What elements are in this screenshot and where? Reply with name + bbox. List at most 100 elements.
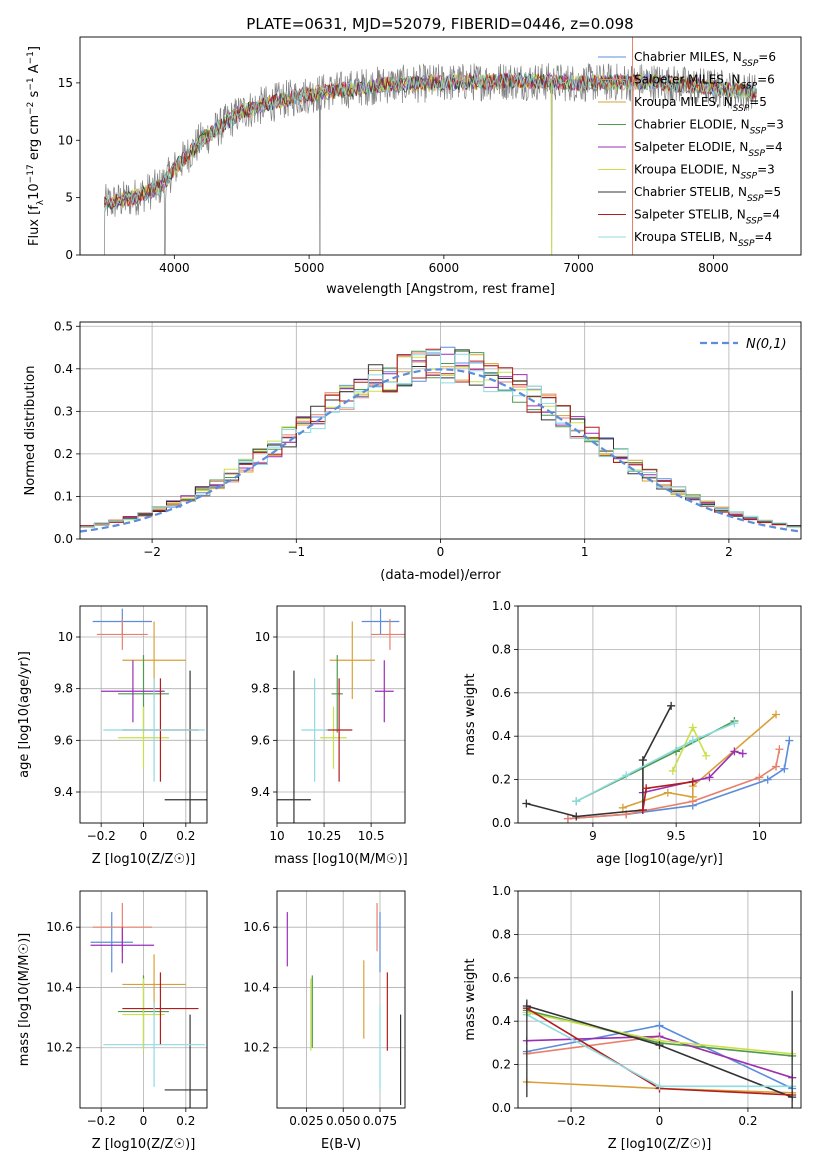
y-tick-label: 0.2 xyxy=(54,447,73,461)
y-axis-label: Normed distribution xyxy=(23,366,38,496)
legend-label: Salpeter MILES, NSSP=6 xyxy=(634,73,775,92)
mass-vs-ebv-panel: 0.025 0.050 0.075 10.2 10.4 10.6 E(B-V) xyxy=(243,890,406,1152)
histogram-panel: −2 −1 0 1 2 0.0 0.1 0.2 0.3 0.4 0.5 (data-model)/er… xyxy=(23,319,802,583)
x-tick-label: 4000 xyxy=(159,261,190,275)
y-tick-label: 0.8 xyxy=(492,642,511,656)
y-tick-label: 9.6 xyxy=(54,733,73,747)
legend-label: Kroupa ELODIE, NSSP=3 xyxy=(634,163,775,182)
figure-title: PLATE=0631, MJD=52079, FIBERID=0446, z=0… xyxy=(246,15,633,33)
x-axis-label: Z [log10(Z/Z☉)] xyxy=(608,1137,712,1152)
weight-series-line xyxy=(526,705,672,818)
y-tick-label: 0.4 xyxy=(492,1014,511,1028)
y-axis-label: mass [log10(M/M☉)] xyxy=(17,933,32,1066)
x-tick-label: 10 xyxy=(269,829,284,843)
weight-point-marker xyxy=(655,1021,664,1030)
x-tick-label: 9.5 xyxy=(667,829,686,843)
weight-point-marker xyxy=(730,719,739,728)
weight-point-marker xyxy=(638,805,647,814)
weight-point-marker xyxy=(780,764,789,773)
y-tick-label: 0.3 xyxy=(54,404,73,418)
x-tick-label: −1 xyxy=(287,545,305,559)
y-tick-label: 0.8 xyxy=(492,927,511,941)
y-tick-label: 10.6 xyxy=(46,920,73,934)
spectrum-legend: Chabrier MILES, NSSP=6 Salpeter MILES, NS… xyxy=(598,50,784,249)
y-tick-label: 10 xyxy=(58,133,73,147)
x-tick-label: 0.025 xyxy=(289,1114,323,1128)
x-tick-label: 8000 xyxy=(698,261,729,275)
age-vs-mass-panel: 10 10.25 10.5 9.4 9.6 9.8 10 mass [log10(M/M☉)] xyxy=(251,605,408,867)
legend-label: Salpeter STELIB, NSSP=4 xyxy=(634,208,780,227)
age-vs-Z-panel: −0.2 0 0.2 9.4 9.6 9.8 10 Z [log10(Z/Z☉)] age [l… xyxy=(17,605,208,867)
y-tick-label: 0.6 xyxy=(492,971,511,985)
errorbar-points xyxy=(277,608,405,823)
y-tick-label: 10.2 xyxy=(46,1041,73,1055)
errorbar-points xyxy=(286,903,402,1105)
x-tick-label: 0.2 xyxy=(176,1114,195,1128)
legend-label: N(0,1) xyxy=(746,337,787,352)
weight-series-line xyxy=(575,722,735,803)
x-tick-label: 0 xyxy=(140,829,148,843)
mass-vs-Z-panel: −0.2 0 0.2 10.2 10.4 10.6 Z [log10(Z/Z☉)] mass … xyxy=(17,890,208,1152)
axes-frame xyxy=(276,890,406,1109)
axes-frame xyxy=(79,890,208,1109)
histogram-step-line xyxy=(80,350,801,528)
weight-point-marker xyxy=(618,803,627,812)
weight-point-marker xyxy=(775,745,784,754)
x-axis-label: Z [log10(Z/Z☉)] xyxy=(92,1137,196,1152)
weight-point-marker xyxy=(638,756,647,765)
y-tick-label: 0.4 xyxy=(54,362,73,376)
axes-frame xyxy=(79,321,802,540)
x-axis-label: (data-model)/error xyxy=(380,568,501,583)
x-tick-label: −0.2 xyxy=(87,1114,116,1128)
weight-lines xyxy=(522,701,794,823)
y-tick-label: 10 xyxy=(255,630,270,644)
x-axis-label: E(B-V) xyxy=(321,1137,361,1152)
weight-point-marker xyxy=(668,766,677,775)
weight-series-line xyxy=(642,750,743,794)
legend-label: Chabrier MILES, NSSP=6 xyxy=(634,50,776,69)
weight-point-marker xyxy=(772,762,781,771)
normal-dist-curve xyxy=(80,368,801,533)
errorbar-points xyxy=(90,903,207,1108)
x-tick-label: 0 xyxy=(437,545,445,559)
y-tick-label: 0.5 xyxy=(54,319,73,333)
axes-frame xyxy=(79,605,208,824)
x-tick-label: 10.25 xyxy=(307,829,341,843)
x-tick-label: −2 xyxy=(143,545,161,559)
y-tick-label: 15 xyxy=(58,76,73,90)
weight-point-marker xyxy=(572,812,581,821)
y-tick-label: 10.6 xyxy=(243,920,270,934)
weight-point-marker xyxy=(755,773,764,782)
x-tick-label: 0.2 xyxy=(738,1114,757,1128)
x-tick-label: 0.050 xyxy=(326,1114,360,1128)
axes-frame xyxy=(517,890,802,1109)
spectrum-panel: 4000 5000 6000 7000 8000 0 5 10 15 wavelength [An… xyxy=(26,36,802,297)
weight-point-marker xyxy=(772,710,781,719)
legend-label: Salpeter ELODIE, NSSP=4 xyxy=(634,140,783,159)
weight-lines xyxy=(522,990,797,1108)
histogram-steps xyxy=(80,346,801,533)
weight-point-marker xyxy=(622,771,631,780)
x-tick-label: 5000 xyxy=(294,261,325,275)
legend-label: Chabrier ELODIE, NSSP=3 xyxy=(634,118,784,137)
y-tick-label: 9.4 xyxy=(251,785,270,799)
mass-weight-vs-age-panel: 9 9.5 10 0.0 0.2 0.4 0.6 0.8 1.0 age [log10(age/y… xyxy=(463,599,802,867)
legend-label: Chabrier STELIB, NSSP=5 xyxy=(634,185,781,204)
x-tick-label: 2 xyxy=(725,545,733,559)
weight-point-marker xyxy=(572,797,581,806)
x-tick-label: 10 xyxy=(752,829,767,843)
x-axis-label: wavelength [Angstrom, rest frame] xyxy=(326,282,555,297)
weight-point-marker xyxy=(688,792,697,801)
x-tick-label: 0.2 xyxy=(176,829,195,843)
weight-point-marker xyxy=(663,788,672,797)
y-tick-label: 10.4 xyxy=(46,980,73,994)
weight-point-marker xyxy=(688,723,697,732)
y-tick-label: 0.0 xyxy=(492,816,511,830)
x-tick-label: 0 xyxy=(140,1114,148,1128)
y-tick-label: 1.0 xyxy=(492,884,511,898)
x-tick-label: 1 xyxy=(581,545,589,559)
weight-point-marker xyxy=(667,701,676,710)
y-tick-label: 0.1 xyxy=(54,489,73,503)
weight-point-marker xyxy=(563,814,572,823)
